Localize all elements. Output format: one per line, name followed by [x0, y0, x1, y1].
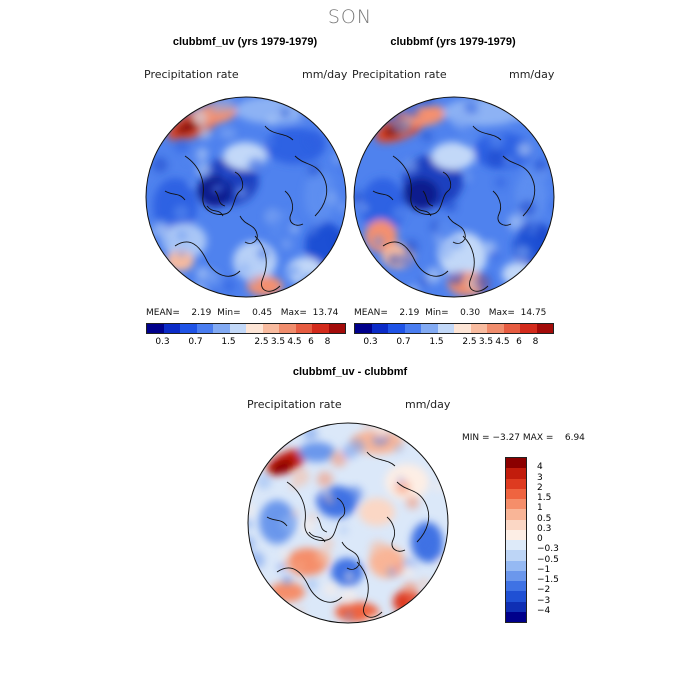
- colorbar-swatch: [506, 529, 526, 540]
- colorbar-swatch: [147, 324, 164, 333]
- colorbar-swatch: [388, 324, 405, 333]
- colorbar-swatch: [506, 550, 526, 561]
- colorbar-swatch: [279, 324, 296, 333]
- colorbar-tick-label: 6: [308, 337, 314, 347]
- colorbar-tick-label: −2: [537, 585, 551, 596]
- colorbar-swatch: [163, 324, 180, 333]
- diff-units: mm/day: [405, 398, 451, 411]
- panel1-colorbar-ticks: 0.3 0.7 1.5 2.5 3.5 4.5 6 8: [146, 337, 344, 349]
- panel2-polar-map: [353, 96, 555, 298]
- colorbar-swatch: [506, 468, 526, 479]
- colorbar-tick-label: −1.5: [537, 575, 559, 585]
- panel2-title: clubbmf (yrs 1979-1979): [390, 36, 516, 48]
- colorbar-swatch: [536, 324, 553, 333]
- colorbar-swatch: [506, 570, 526, 581]
- colorbar-tick-label: 8: [324, 337, 331, 347]
- panel2-variable: Precipitation rate: [352, 68, 447, 81]
- colorbar-tick-label: 8: [532, 337, 539, 347]
- diff-colorbar: [505, 457, 527, 623]
- colorbar-swatch: [506, 509, 526, 520]
- colorbar-swatch: [454, 324, 471, 333]
- colorbar-tick-label: 0.3: [537, 523, 552, 534]
- diff-title: clubbmf_uv - clubbmf: [292, 366, 408, 378]
- colorbar-swatch: [506, 581, 526, 592]
- colorbar-tick-label: 1.5: [221, 337, 236, 347]
- colorbar-tick-label: −4: [537, 605, 551, 616]
- colorbar-tick-label: 2: [537, 482, 543, 493]
- colorbar-swatch: [295, 324, 312, 333]
- colorbar-tick-label: 3: [537, 472, 543, 483]
- colorbar-tick-label: 4: [537, 462, 543, 473]
- colorbar-swatch: [262, 324, 279, 333]
- season-title: SON: [327, 6, 373, 28]
- diff-variable: Precipitation rate: [247, 398, 342, 411]
- colorbar-swatch: [506, 458, 526, 469]
- colorbar-swatch: [196, 324, 213, 333]
- colorbar-tick-label: 1: [537, 503, 543, 514]
- colorbar-tick-label: 4.5: [495, 337, 510, 347]
- diff-colorbar-ticks: 4 3 2 1.5 1 0.5 0.3 0 −0.3 −0.5 −1 −1.5 −2 −3 −4: [537, 457, 577, 621]
- colorbar-tick-label: 0.7: [396, 337, 411, 347]
- colorbar-tick-label: 1.5: [537, 493, 552, 503]
- panel2-stats: MEAN= 2.19 Min= 0.30 Max= 14.75: [354, 308, 547, 318]
- diff-polar-map: [247, 422, 449, 624]
- panel1-title: clubbmf_uv (yrs 1979-1979): [172, 36, 318, 48]
- colorbar-swatch: [506, 488, 526, 499]
- colorbar-swatch: [503, 324, 520, 333]
- panel1-units: mm/day: [302, 68, 348, 81]
- colorbar-tick-label: 2.5: [254, 337, 269, 347]
- colorbar-tick-label: −1: [537, 564, 551, 575]
- colorbar-swatch: [506, 499, 526, 510]
- colorbar-tick-label: −0.5: [537, 554, 559, 565]
- colorbar-swatch: [506, 591, 526, 602]
- colorbar-tick-label: 0.5: [537, 513, 552, 524]
- panel1-polar-map: [145, 96, 347, 298]
- colorbar-swatch: [487, 324, 504, 333]
- colorbar-swatch: [213, 324, 230, 333]
- colorbar-swatch: [328, 324, 345, 333]
- colorbar-swatch: [312, 324, 329, 333]
- colorbar-tick-label: −3: [537, 595, 551, 606]
- colorbar-tick-label: 3.5: [270, 337, 286, 347]
- panel1-colorbar: [146, 323, 346, 334]
- panel2-colorbar: [354, 323, 554, 334]
- colorbar-tick-label: 0: [537, 534, 543, 544]
- colorbar-swatch: [506, 540, 526, 551]
- colorbar-tick-label: 1.5: [429, 337, 444, 347]
- colorbar-swatch: [229, 324, 246, 333]
- diff-minmax: MIN = −3.27 MAX = 6.94: [462, 433, 585, 443]
- colorbar-swatch: [437, 324, 454, 333]
- colorbar-tick-label: 0.3: [363, 337, 378, 347]
- colorbar-tick-label: 4.5: [287, 337, 302, 347]
- panel2-colorbar-ticks: 0.3 0.7 1.5 2.5 3.5 4.5 6 8: [354, 337, 552, 349]
- panel1-stats: MEAN= 2.19 Min= 0.45 Max= 13.74: [146, 308, 339, 318]
- colorbar-swatch: [355, 324, 372, 333]
- panel2-units: mm/day: [509, 68, 555, 81]
- colorbar-swatch: [421, 324, 438, 333]
- colorbar-swatch: [506, 519, 526, 530]
- colorbar-swatch: [520, 324, 537, 333]
- colorbar-swatch: [506, 601, 526, 612]
- colorbar-swatch: [180, 324, 197, 333]
- colorbar-swatch: [246, 324, 263, 333]
- colorbar-swatch: [506, 611, 526, 622]
- colorbar-tick-label: 6: [516, 337, 522, 347]
- colorbar-swatch: [506, 478, 526, 489]
- colorbar-swatch: [371, 324, 388, 333]
- colorbar-swatch: [404, 324, 421, 333]
- colorbar-tick-label: 2.5: [462, 337, 477, 347]
- colorbar-swatch: [470, 324, 487, 333]
- colorbar-tick-label: 3.5: [478, 337, 494, 347]
- panel1-variable: Precipitation rate: [144, 68, 239, 81]
- colorbar-tick-label: 0.7: [188, 337, 203, 347]
- colorbar-tick-label: −0.3: [537, 544, 559, 555]
- colorbar-swatch: [506, 560, 526, 571]
- colorbar-tick-label: 0.3: [155, 337, 170, 347]
